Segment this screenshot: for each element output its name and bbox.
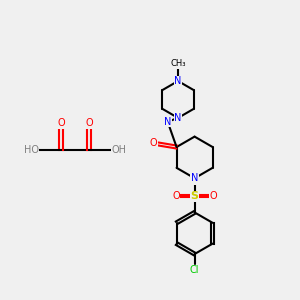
Text: HO: HO — [24, 145, 39, 155]
Text: Cl: Cl — [190, 266, 199, 275]
Text: N: N — [191, 175, 198, 185]
Text: O: O — [172, 191, 180, 201]
Text: O: O — [150, 138, 157, 148]
Text: N: N — [174, 76, 182, 86]
Text: O: O — [209, 191, 217, 201]
Text: OH: OH — [112, 145, 127, 155]
Text: O: O — [57, 118, 64, 128]
Text: CH₃: CH₃ — [170, 59, 186, 68]
Text: N: N — [164, 117, 171, 127]
Text: N: N — [174, 113, 182, 123]
Text: O: O — [85, 118, 93, 128]
Text: S: S — [190, 191, 199, 201]
Text: N: N — [191, 173, 198, 183]
